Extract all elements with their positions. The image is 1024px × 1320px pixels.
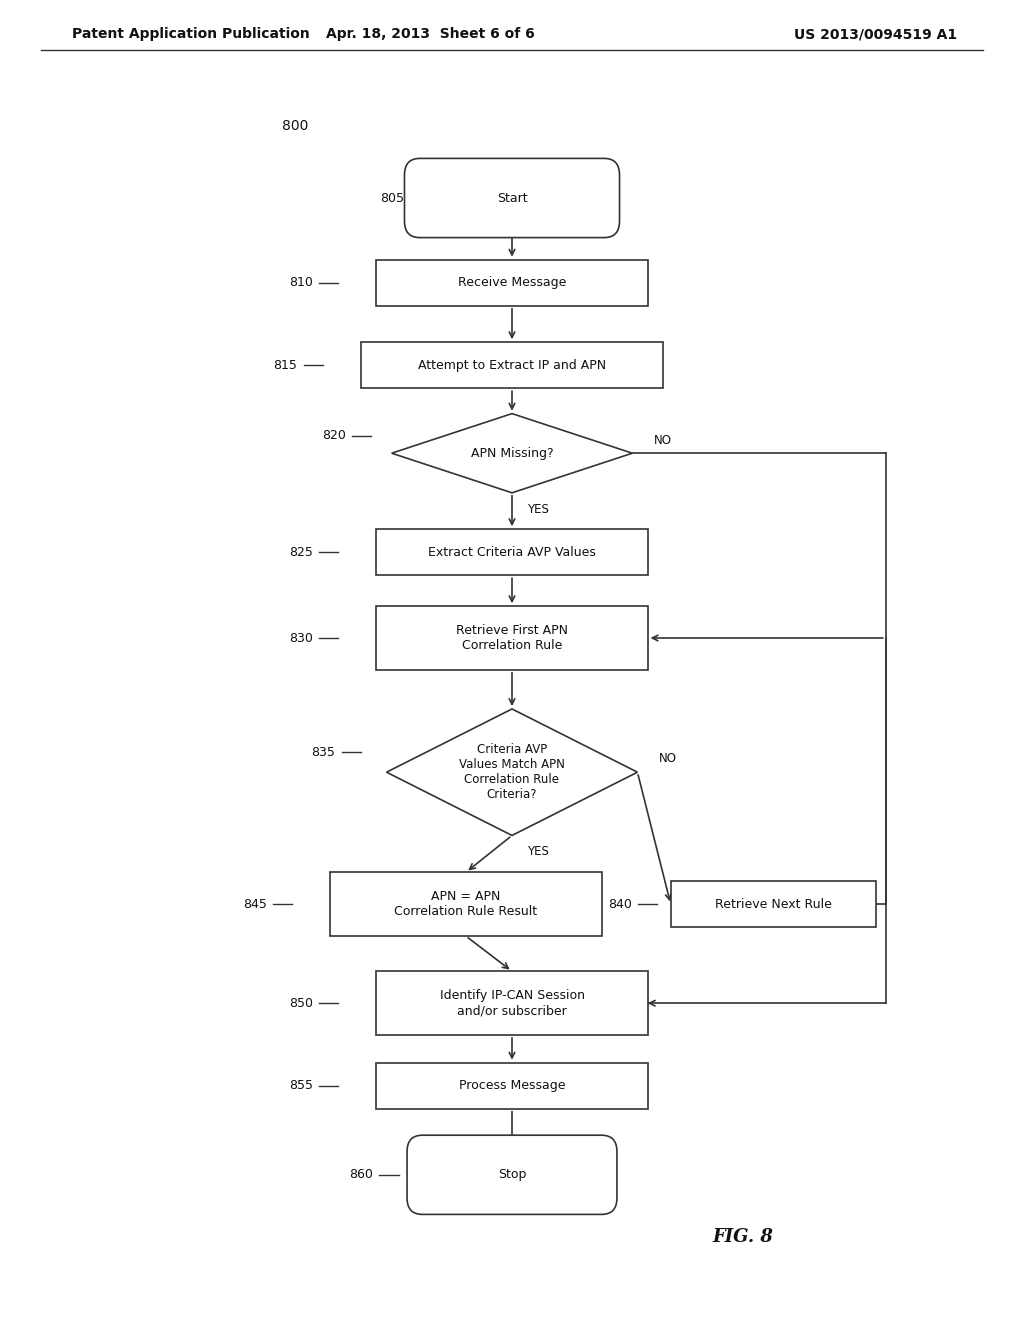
Text: Extract Criteria AVP Values: Extract Criteria AVP Values [428,545,596,558]
Text: APN Missing?: APN Missing? [471,446,553,459]
Text: Retrieve First APN
Correlation Rule: Retrieve First APN Correlation Rule [456,624,568,652]
Text: Criteria AVP
Values Match APN
Correlation Rule
Criteria?: Criteria AVP Values Match APN Correlatio… [459,743,565,801]
Text: 825: 825 [289,545,313,558]
Text: Attempt to Extract IP and APN: Attempt to Extract IP and APN [418,359,606,372]
Text: US 2013/0094519 A1: US 2013/0094519 A1 [795,28,957,41]
Polygon shape [387,709,637,836]
FancyBboxPatch shape [330,873,602,936]
Text: 820: 820 [322,429,346,442]
Text: 860: 860 [349,1168,373,1181]
FancyBboxPatch shape [404,158,620,238]
Text: FIG. 8: FIG. 8 [712,1229,773,1246]
FancyBboxPatch shape [361,342,664,388]
Text: Retrieve Next Rule: Retrieve Next Rule [715,898,831,911]
Text: 800: 800 [282,120,308,133]
Text: Patent Application Publication: Patent Application Publication [72,28,309,41]
Text: Apr. 18, 2013  Sheet 6 of 6: Apr. 18, 2013 Sheet 6 of 6 [326,28,535,41]
FancyBboxPatch shape [377,606,648,671]
Text: 845: 845 [243,898,266,911]
Text: Identify IP-CAN Session
and/or subscriber: Identify IP-CAN Session and/or subscribe… [439,989,585,1018]
Text: Start: Start [497,191,527,205]
Text: YES: YES [526,845,549,858]
Text: 810: 810 [289,276,313,289]
Text: 835: 835 [311,746,336,759]
Text: Stop: Stop [498,1168,526,1181]
Text: 805: 805 [381,191,404,205]
FancyBboxPatch shape [671,882,876,927]
FancyBboxPatch shape [377,529,648,576]
Text: 855: 855 [289,1080,313,1092]
Text: 850: 850 [289,997,313,1010]
Text: 815: 815 [273,359,298,372]
Text: 840: 840 [608,898,632,911]
Text: 830: 830 [289,631,313,644]
Text: NO: NO [659,752,677,766]
Text: Receive Message: Receive Message [458,276,566,289]
FancyBboxPatch shape [377,1063,648,1109]
Text: Process Message: Process Message [459,1080,565,1092]
FancyBboxPatch shape [377,972,648,1035]
Text: NO: NO [654,433,672,446]
Text: YES: YES [526,503,549,516]
FancyBboxPatch shape [407,1135,616,1214]
Polygon shape [391,413,632,492]
FancyBboxPatch shape [377,260,648,306]
Text: APN = APN
Correlation Rule Result: APN = APN Correlation Rule Result [394,890,538,919]
